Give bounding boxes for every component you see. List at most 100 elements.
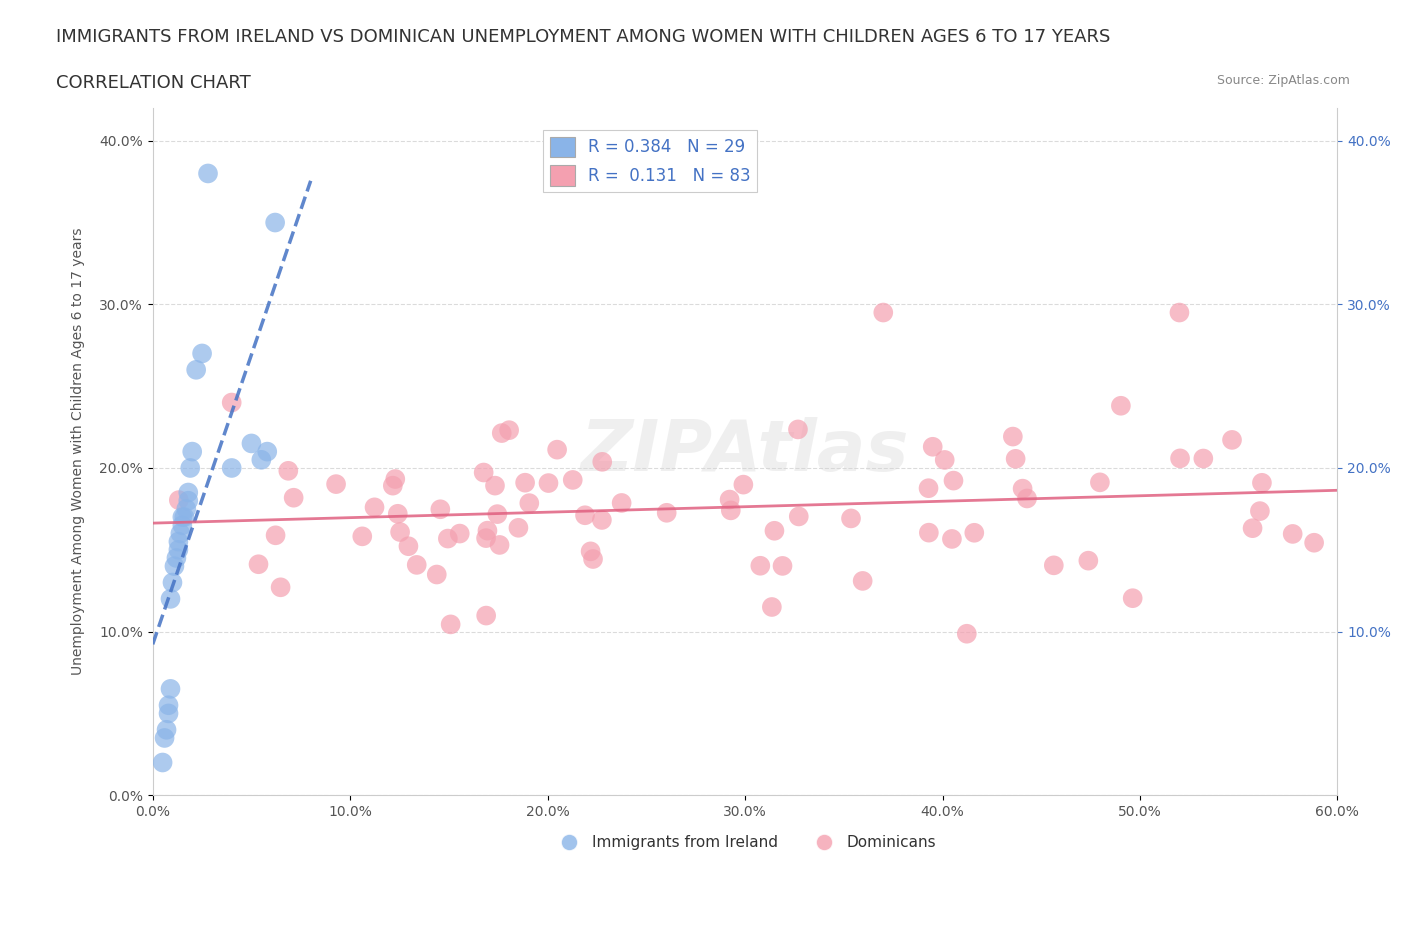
Point <box>513 475 536 490</box>
Point <box>405 557 427 572</box>
Legend: Immigrants from Ireland, Dominicans: Immigrants from Ireland, Dominicans <box>548 829 942 857</box>
Point <box>250 452 273 467</box>
Point <box>325 477 347 492</box>
Y-axis label: Unemployment Among Women with Children Ages 6 to 17 years: Unemployment Among Women with Children A… <box>72 228 86 675</box>
Point <box>1001 429 1024 444</box>
Point <box>352 529 374 544</box>
Point <box>561 472 583 487</box>
Point <box>718 492 741 507</box>
Point <box>546 442 568 457</box>
Point <box>426 567 449 582</box>
Point <box>167 493 190 508</box>
Text: CORRELATION CHART: CORRELATION CHART <box>56 74 252 92</box>
Point <box>387 506 409 521</box>
Point <box>749 558 772 573</box>
Point <box>1168 451 1191 466</box>
Point <box>159 682 181 697</box>
Point <box>1303 536 1326 551</box>
Point <box>197 166 219 181</box>
Point <box>475 531 498 546</box>
Point <box>763 524 786 538</box>
Point <box>159 591 181 606</box>
Point <box>477 524 499 538</box>
Point <box>852 574 875 589</box>
Point <box>1077 553 1099 568</box>
Point <box>429 502 451 517</box>
Point <box>655 505 678 520</box>
Point <box>172 518 194 533</box>
Point <box>1004 451 1026 466</box>
Point <box>270 580 292 595</box>
Point <box>264 528 287 543</box>
Point <box>733 477 755 492</box>
Point <box>934 453 956 468</box>
Point <box>956 626 979 641</box>
Point <box>389 525 412 539</box>
Point <box>256 445 278 459</box>
Point <box>169 526 191 541</box>
Point <box>1339 476 1361 491</box>
Point <box>1168 305 1191 320</box>
Point <box>277 463 299 478</box>
Point <box>610 496 633 511</box>
Point <box>941 532 963 547</box>
Point <box>579 544 602 559</box>
Point <box>591 512 613 527</box>
Text: ZIPAtlas: ZIPAtlas <box>581 418 910 486</box>
Point <box>440 617 463 631</box>
Point <box>921 439 943 454</box>
Point <box>162 575 184 590</box>
Point <box>449 526 471 541</box>
Point <box>165 551 187 565</box>
Point <box>396 538 419 553</box>
Point <box>1088 475 1111 490</box>
Point <box>157 706 180 721</box>
Point <box>181 445 204 459</box>
Point <box>177 493 200 508</box>
Point <box>247 557 270 572</box>
Point <box>491 426 513 441</box>
Point <box>174 501 197 516</box>
Point <box>384 472 406 486</box>
Point <box>1015 491 1038 506</box>
Point <box>167 542 190 557</box>
Point <box>1043 558 1066 573</box>
Point <box>917 481 939 496</box>
Point <box>1251 475 1274 490</box>
Point <box>787 509 810 524</box>
Point <box>283 490 305 505</box>
Point <box>264 215 287 230</box>
Point <box>472 465 495 480</box>
Point <box>1220 432 1243 447</box>
Point <box>963 525 986 540</box>
Point <box>1011 481 1033 496</box>
Text: Source: ZipAtlas.com: Source: ZipAtlas.com <box>1216 74 1350 87</box>
Point <box>1249 504 1271 519</box>
Point <box>591 455 613 470</box>
Text: IMMIGRANTS FROM IRELAND VS DOMINICAN UNEMPLOYMENT AMONG WOMEN WITH CHILDREN AGES: IMMIGRANTS FROM IRELAND VS DOMINICAN UNE… <box>56 28 1111 46</box>
Point <box>582 551 605 566</box>
Point <box>240 436 263 451</box>
Point <box>177 485 200 500</box>
Point <box>163 559 186 574</box>
Point <box>1122 591 1144 605</box>
Point <box>918 525 941 540</box>
Point <box>872 305 894 320</box>
Point <box>191 346 214 361</box>
Point <box>381 478 404 493</box>
Point <box>772 558 794 573</box>
Point <box>839 511 862 525</box>
Point <box>787 422 810 437</box>
Point <box>157 698 180 712</box>
Point <box>537 475 560 490</box>
Point <box>498 423 520 438</box>
Point <box>186 363 208 378</box>
Point <box>179 460 201 475</box>
Point <box>720 503 742 518</box>
Point <box>155 723 177 737</box>
Point <box>153 731 176 746</box>
Point <box>1109 398 1132 413</box>
Point <box>1281 526 1303 541</box>
Point <box>517 496 540 511</box>
Point <box>172 510 194 525</box>
